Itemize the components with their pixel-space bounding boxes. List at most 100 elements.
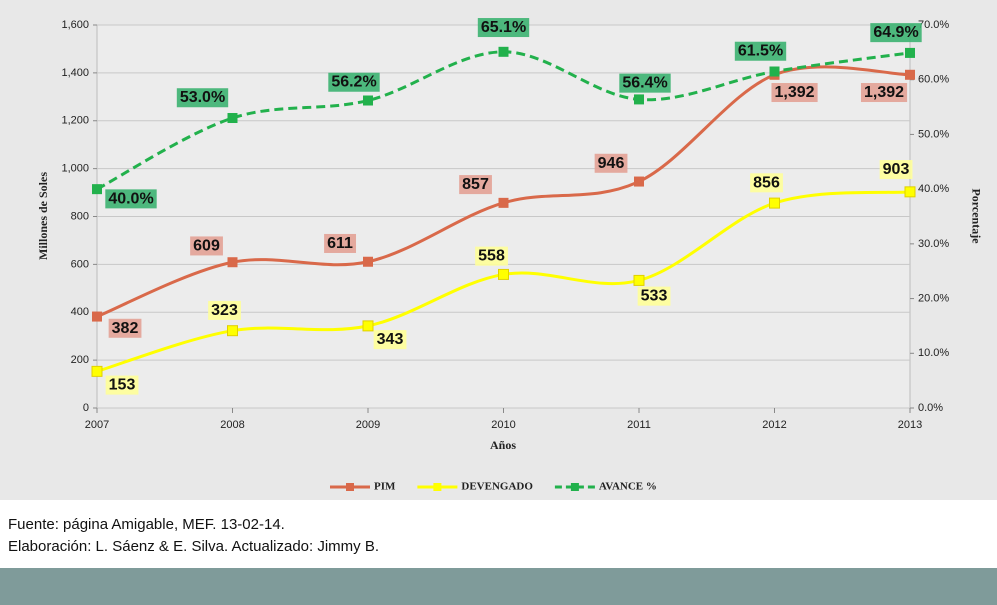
data-label-text: 533 bbox=[641, 288, 668, 305]
point-marker bbox=[905, 47, 915, 58]
point-marker bbox=[92, 311, 102, 322]
data-label-box bbox=[734, 41, 787, 61]
legend-label: AVANCE % bbox=[599, 481, 657, 493]
data-label-box bbox=[637, 286, 671, 306]
y-tick-label: 600 bbox=[71, 258, 89, 270]
y2-tick-label: 40.0% bbox=[918, 183, 949, 195]
point-marker bbox=[769, 66, 780, 77]
x-tick-label: 2007 bbox=[85, 419, 109, 431]
data-label: 856 bbox=[750, 173, 783, 193]
data-label-text: 611 bbox=[327, 235, 353, 252]
y2-tick-label: 0.0% bbox=[918, 402, 943, 414]
data-label-box bbox=[771, 83, 818, 103]
y2-tick-label: 30.0% bbox=[918, 238, 949, 250]
data-label-box bbox=[870, 23, 922, 43]
data-label-text: 61.5% bbox=[738, 43, 783, 60]
data-label: 903 bbox=[879, 160, 913, 180]
data-label-text: 1,392 bbox=[864, 84, 904, 101]
y2-tick-label: 70.0% bbox=[918, 19, 949, 31]
data-label-box bbox=[328, 72, 380, 92]
data-label: 56.2% bbox=[328, 72, 380, 92]
data-label-text: 53.0% bbox=[180, 89, 225, 106]
point-marker bbox=[227, 113, 238, 124]
data-label-text: 56.2% bbox=[331, 74, 376, 91]
point-marker bbox=[769, 197, 780, 209]
data-label-box bbox=[879, 160, 913, 180]
data-label: 609 bbox=[190, 236, 223, 256]
point-marker bbox=[363, 256, 373, 267]
x-tick-label: 2011 bbox=[627, 419, 651, 431]
point-marker bbox=[634, 176, 644, 187]
x-tick-label: 2013 bbox=[898, 419, 922, 431]
legend-marker bbox=[346, 483, 354, 491]
y-tick-label: 1,400 bbox=[61, 67, 89, 79]
point-marker bbox=[362, 320, 374, 332]
data-label-box bbox=[475, 246, 508, 266]
point-marker bbox=[498, 197, 509, 208]
x-tick-label: 2009 bbox=[356, 419, 380, 431]
data-label-box bbox=[190, 236, 223, 256]
data-label-box bbox=[619, 73, 671, 93]
x-axis-title: Años bbox=[490, 438, 516, 452]
data-label-box bbox=[324, 233, 357, 253]
legend-label: PIM bbox=[374, 481, 396, 493]
footer-bar bbox=[0, 568, 997, 605]
data-label: 53.0% bbox=[176, 88, 229, 108]
footer-line: Fuente: página Amigable, MEF. 13-02-14. bbox=[8, 516, 285, 533]
data-label-box bbox=[860, 83, 908, 103]
x-tick-label: 2012 bbox=[762, 419, 786, 431]
point-marker bbox=[634, 94, 644, 105]
legend-marker bbox=[433, 483, 442, 491]
data-label-text: 56.4% bbox=[622, 75, 667, 92]
data-label: 56.4% bbox=[619, 73, 671, 93]
y2-axis-title: Porcentaje bbox=[969, 188, 983, 244]
point-marker bbox=[91, 365, 103, 377]
data-label-text: 857 bbox=[462, 176, 489, 193]
y-tick-label: 1,600 bbox=[61, 19, 89, 31]
y-tick-label: 0 bbox=[83, 402, 89, 414]
data-label-text: 558 bbox=[478, 248, 505, 265]
y-tick-label: 400 bbox=[71, 306, 89, 318]
data-label-text: 946 bbox=[598, 155, 625, 172]
data-label-text: 64.9% bbox=[873, 24, 918, 41]
data-label-box bbox=[373, 330, 407, 350]
data-label-box bbox=[750, 173, 783, 193]
data-label: 558 bbox=[475, 246, 508, 266]
data-label-text: 856 bbox=[753, 174, 780, 191]
data-label: 64.9% bbox=[870, 23, 922, 43]
y2-tick-label: 20.0% bbox=[918, 292, 949, 304]
y-tick-label: 1,000 bbox=[61, 163, 89, 175]
point-marker bbox=[498, 268, 509, 280]
x-tick-label: 2010 bbox=[491, 419, 515, 431]
point-marker bbox=[498, 46, 509, 57]
data-label-box bbox=[176, 88, 229, 108]
data-label: 1,392 bbox=[860, 83, 908, 103]
x-tick-label: 2008 bbox=[220, 419, 244, 431]
point-marker bbox=[905, 69, 915, 80]
footer-line: Elaboración: L. Sáenz & E. Silva. Actual… bbox=[8, 538, 379, 555]
data-label: 946 bbox=[594, 153, 628, 173]
data-label: 857 bbox=[459, 175, 492, 195]
point-marker bbox=[92, 184, 102, 195]
data-label-text: 40.0% bbox=[108, 190, 153, 207]
data-label: 61.5% bbox=[734, 41, 787, 61]
data-label: 153 bbox=[105, 375, 139, 395]
y2-tick-label: 10.0% bbox=[918, 347, 949, 359]
legend-marker bbox=[570, 483, 579, 491]
data-label: 382 bbox=[108, 318, 142, 338]
y-tick-label: 200 bbox=[71, 354, 89, 366]
y2-tick-label: 60.0% bbox=[918, 74, 949, 86]
data-label-box bbox=[108, 318, 142, 338]
data-label-text: 382 bbox=[112, 320, 139, 337]
point-marker bbox=[904, 186, 916, 198]
y-tick-label: 800 bbox=[71, 210, 89, 222]
data-label: 65.1% bbox=[477, 18, 530, 38]
legend-label: DEVENGADO bbox=[461, 481, 533, 493]
data-label-text: 343 bbox=[377, 331, 404, 348]
data-label: 343 bbox=[373, 330, 407, 350]
data-label-box bbox=[105, 189, 157, 209]
data-label-text: 903 bbox=[883, 161, 910, 178]
data-label-text: 1,392 bbox=[774, 84, 814, 101]
data-label-text: 323 bbox=[211, 302, 238, 319]
y-axis-title: Millones de Soles bbox=[36, 172, 50, 260]
